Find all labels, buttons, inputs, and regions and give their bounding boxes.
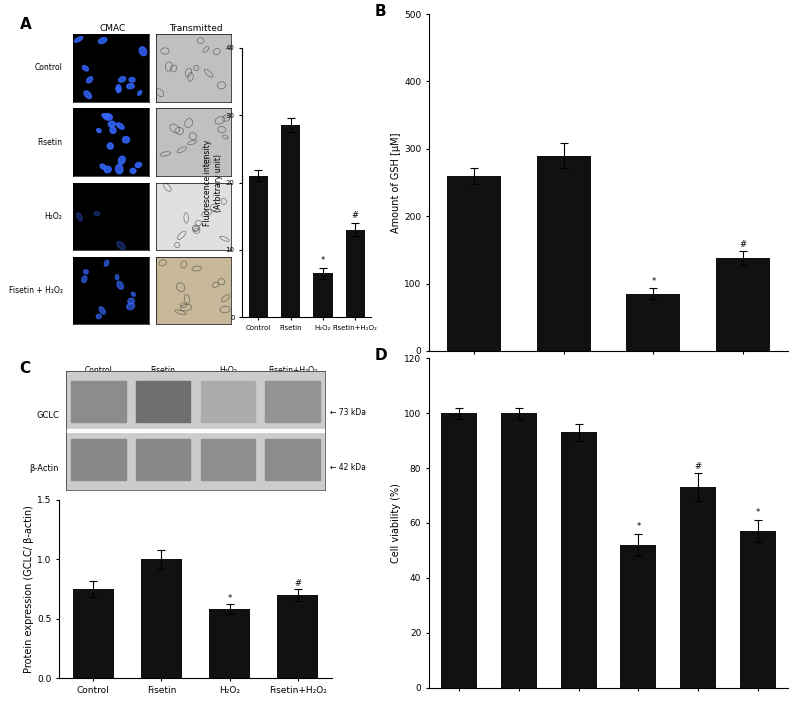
Text: β-Actin: β-Actin bbox=[29, 464, 59, 473]
Bar bbox=[447, 176, 501, 351]
Text: ← 42 kDa: ← 42 kDa bbox=[330, 463, 366, 472]
Text: A: A bbox=[20, 18, 31, 32]
Text: Control: Control bbox=[35, 63, 63, 72]
Text: Fisetin: Fisetin bbox=[37, 138, 63, 147]
Text: *: * bbox=[636, 522, 641, 531]
Text: D: D bbox=[375, 348, 388, 363]
Text: *: * bbox=[756, 508, 760, 517]
Text: Transmitted: Transmitted bbox=[169, 24, 222, 33]
Text: Fisetin + H₂O₂: Fisetin + H₂O₂ bbox=[9, 286, 63, 295]
Bar bbox=[626, 293, 681, 351]
Bar bbox=[620, 545, 657, 688]
Text: Control: Control bbox=[84, 366, 112, 376]
Y-axis label: Cell viability (%): Cell viability (%) bbox=[392, 483, 401, 563]
Text: GCLC: GCLC bbox=[36, 411, 59, 420]
Bar bbox=[681, 487, 716, 688]
Y-axis label: Amount of GSH [μM]: Amount of GSH [μM] bbox=[392, 132, 401, 233]
Text: *: * bbox=[651, 277, 655, 286]
Text: CMAC: CMAC bbox=[100, 24, 126, 33]
Text: Fisetin: Fisetin bbox=[150, 366, 176, 376]
Bar bbox=[740, 531, 776, 688]
Bar bbox=[560, 432, 596, 688]
Text: #: # bbox=[739, 240, 747, 249]
Bar bbox=[716, 258, 770, 351]
Text: C: C bbox=[20, 362, 30, 376]
Bar bbox=[501, 413, 537, 688]
Text: H₂O₂: H₂O₂ bbox=[219, 366, 236, 376]
Text: ← 73 kDa: ← 73 kDa bbox=[330, 408, 366, 417]
Bar bbox=[537, 156, 591, 351]
Text: #: # bbox=[695, 462, 702, 471]
Text: Fisetin+H₂O₂: Fisetin+H₂O₂ bbox=[267, 366, 317, 376]
Text: B: B bbox=[375, 4, 387, 19]
Text: H₂O₂: H₂O₂ bbox=[45, 212, 63, 220]
Bar bbox=[441, 413, 477, 688]
